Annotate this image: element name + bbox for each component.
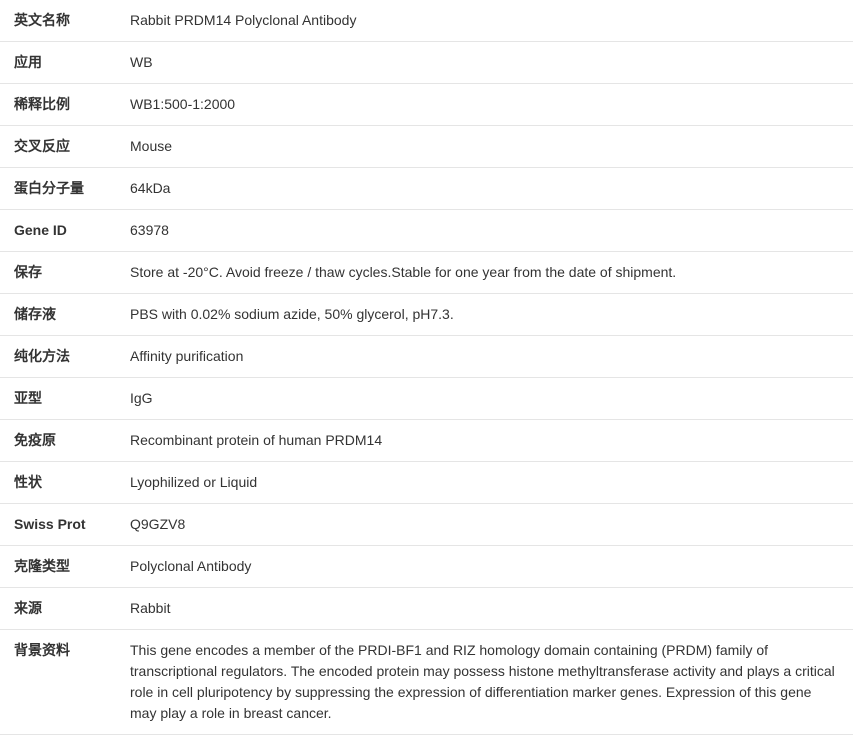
row-value: 63978 [130, 210, 853, 251]
row-label: 克隆类型 [0, 546, 130, 587]
table-row: 纯化方法 Affinity purification [0, 336, 853, 378]
table-row: Swiss Prot Q9GZV8 [0, 504, 853, 546]
row-value: Q9GZV8 [130, 504, 853, 545]
row-value: 64kDa [130, 168, 853, 209]
row-label: Gene ID [0, 210, 130, 251]
row-label: 应用 [0, 42, 130, 83]
row-label: 交叉反应 [0, 126, 130, 167]
row-label: 亚型 [0, 378, 130, 419]
table-row: Gene ID 63978 [0, 210, 853, 252]
table-row: 亚型 IgG [0, 378, 853, 420]
table-row: 储存液 PBS with 0.02% sodium azide, 50% gly… [0, 294, 853, 336]
table-row: 免疫原 Recombinant protein of human PRDM14 [0, 420, 853, 462]
table-row: 来源 Rabbit [0, 588, 853, 630]
table-row: 性状 Lyophilized or Liquid [0, 462, 853, 504]
row-value: Rabbit [130, 588, 853, 629]
spec-table: 英文名称 Rabbit PRDM14 Polyclonal Antibody 应… [0, 0, 853, 735]
row-label: 来源 [0, 588, 130, 629]
table-row: 应用 WB [0, 42, 853, 84]
table-row: 克隆类型 Polyclonal Antibody [0, 546, 853, 588]
row-value: Mouse [130, 126, 853, 167]
row-value: IgG [130, 378, 853, 419]
table-row: 蛋白分子量 64kDa [0, 168, 853, 210]
row-value: WB1:500-1:2000 [130, 84, 853, 125]
row-label: 背景资料 [0, 630, 130, 734]
row-label: 储存液 [0, 294, 130, 335]
row-value: This gene encodes a member of the PRDI-B… [130, 630, 853, 734]
table-row: 保存 Store at -20°C. Avoid freeze / thaw c… [0, 252, 853, 294]
row-value: Affinity purification [130, 336, 853, 377]
row-value: Lyophilized or Liquid [130, 462, 853, 503]
row-value: Store at -20°C. Avoid freeze / thaw cycl… [130, 252, 853, 293]
row-label: 免疫原 [0, 420, 130, 461]
row-label: Swiss Prot [0, 504, 130, 545]
row-value: PBS with 0.02% sodium azide, 50% glycero… [130, 294, 853, 335]
row-label: 纯化方法 [0, 336, 130, 377]
table-row: 稀释比例 WB1:500-1:2000 [0, 84, 853, 126]
row-value: Recombinant protein of human PRDM14 [130, 420, 853, 461]
table-row: 背景资料 This gene encodes a member of the P… [0, 630, 853, 735]
table-row: 英文名称 Rabbit PRDM14 Polyclonal Antibody [0, 0, 853, 42]
row-label: 性状 [0, 462, 130, 503]
table-row: 交叉反应 Mouse [0, 126, 853, 168]
row-value: Rabbit PRDM14 Polyclonal Antibody [130, 0, 853, 41]
row-value: WB [130, 42, 853, 83]
row-label: 英文名称 [0, 0, 130, 41]
row-value: Polyclonal Antibody [130, 546, 853, 587]
row-label: 蛋白分子量 [0, 168, 130, 209]
row-label: 稀释比例 [0, 84, 130, 125]
row-label: 保存 [0, 252, 130, 293]
